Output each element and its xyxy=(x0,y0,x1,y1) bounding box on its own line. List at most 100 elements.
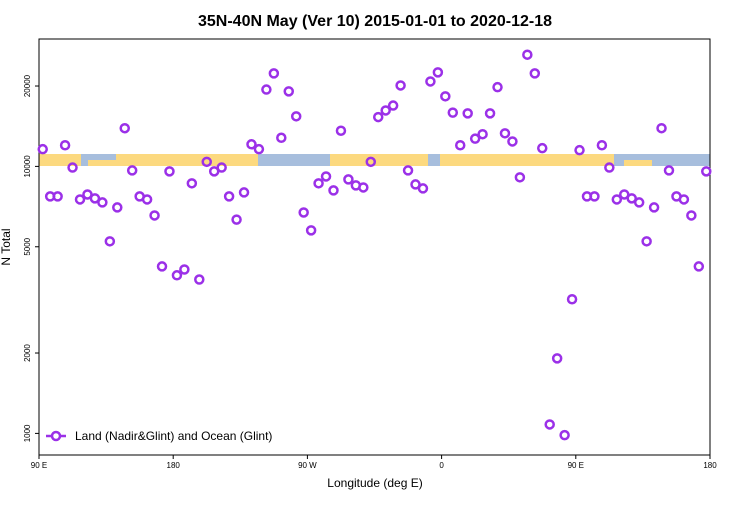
point xyxy=(380,105,391,116)
point xyxy=(298,207,309,218)
legend-label: Land (Nadir&Glint) and Ocean (Glint) xyxy=(75,429,272,443)
point xyxy=(320,171,332,182)
land-band xyxy=(624,160,652,166)
point xyxy=(566,293,578,305)
point xyxy=(238,187,250,198)
y-tick-label: 5000 xyxy=(23,237,32,255)
point xyxy=(522,49,533,60)
point xyxy=(149,210,160,221)
point xyxy=(559,429,570,441)
x-tick-label: 90 E xyxy=(568,461,584,470)
land-band xyxy=(88,160,118,166)
series xyxy=(37,49,712,441)
point xyxy=(372,111,384,123)
point xyxy=(261,84,272,95)
x-tick-label: 90 W xyxy=(298,461,317,470)
y-tick-label: 20000 xyxy=(23,74,32,97)
point xyxy=(678,194,690,205)
point xyxy=(358,182,369,193)
point xyxy=(551,353,563,364)
point xyxy=(201,156,212,168)
point xyxy=(410,179,421,190)
point xyxy=(74,194,86,205)
point xyxy=(119,122,130,134)
point xyxy=(656,122,667,134)
legend-marker xyxy=(50,430,62,442)
point xyxy=(268,68,280,79)
point xyxy=(432,67,444,78)
point xyxy=(216,162,227,173)
point xyxy=(574,144,585,156)
point xyxy=(447,107,459,118)
point xyxy=(544,419,555,430)
land-band xyxy=(330,154,428,166)
point xyxy=(186,178,198,189)
point xyxy=(126,165,138,176)
point xyxy=(701,166,712,177)
point xyxy=(648,202,660,213)
point xyxy=(626,193,637,204)
point xyxy=(537,142,548,154)
point xyxy=(97,197,108,208)
point xyxy=(529,68,541,79)
point xyxy=(328,185,339,196)
point xyxy=(499,128,511,139)
point xyxy=(335,125,347,136)
point xyxy=(194,274,205,285)
x-axis-label: Longitude (deg E) xyxy=(327,476,422,490)
point xyxy=(641,236,652,247)
point xyxy=(693,261,705,272)
chart-title: 35N-40N May (Ver 10) 2015-01-01 to 2020-… xyxy=(198,13,552,30)
x-tick-label: 90 E xyxy=(31,461,47,470)
point xyxy=(290,111,302,122)
y-tick-label: 10000 xyxy=(23,155,32,178)
point xyxy=(633,197,645,208)
point xyxy=(417,183,429,194)
point xyxy=(67,162,78,173)
point xyxy=(469,133,481,144)
point xyxy=(365,156,377,168)
point xyxy=(164,166,175,177)
point xyxy=(171,270,183,281)
point xyxy=(104,236,116,247)
point xyxy=(223,191,235,202)
point xyxy=(89,193,101,204)
point xyxy=(507,136,518,147)
point xyxy=(686,210,697,221)
point xyxy=(663,165,675,176)
land-band xyxy=(552,154,614,166)
point xyxy=(477,128,488,140)
point xyxy=(514,172,526,183)
point xyxy=(611,194,623,205)
point xyxy=(253,143,265,155)
point xyxy=(425,76,436,87)
point xyxy=(59,140,71,151)
land-band xyxy=(440,154,552,166)
point xyxy=(440,91,451,102)
point xyxy=(387,100,399,111)
point xyxy=(604,162,615,173)
point xyxy=(484,108,496,119)
point xyxy=(37,143,48,155)
x-tick-label: 180 xyxy=(703,461,717,470)
point xyxy=(179,264,190,275)
point xyxy=(52,191,63,202)
point xyxy=(112,202,123,213)
point xyxy=(492,81,503,93)
x-tick-label: 180 xyxy=(167,461,181,470)
point xyxy=(343,174,354,185)
y-tick-label: 2000 xyxy=(23,344,32,362)
point xyxy=(231,214,242,225)
point xyxy=(395,80,406,91)
point xyxy=(596,140,608,151)
point xyxy=(402,165,414,176)
point xyxy=(305,225,317,236)
point xyxy=(141,194,153,205)
point xyxy=(276,132,287,144)
point xyxy=(462,108,473,119)
point xyxy=(246,139,257,150)
point xyxy=(454,140,466,151)
point xyxy=(589,191,600,202)
